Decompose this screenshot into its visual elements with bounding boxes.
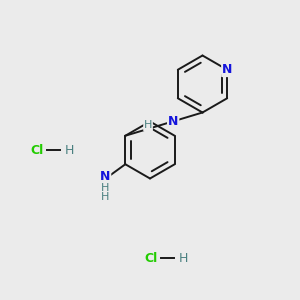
Text: H: H (178, 251, 188, 265)
Text: H: H (144, 120, 152, 130)
Text: H: H (101, 183, 110, 193)
Text: Cl: Cl (144, 251, 157, 265)
Text: N: N (100, 170, 110, 183)
Text: Cl: Cl (30, 143, 43, 157)
Text: H: H (64, 143, 74, 157)
Text: N: N (168, 115, 178, 128)
Text: N: N (222, 63, 232, 76)
Text: H: H (101, 192, 110, 202)
